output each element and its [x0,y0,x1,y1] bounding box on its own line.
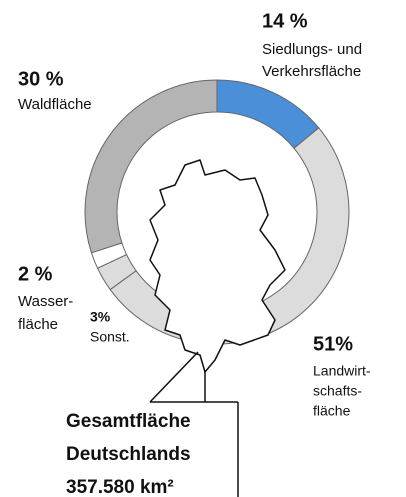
category-label: Sonst. [90,329,130,345]
leader-lines [149,351,239,497]
labels: 14 % Siedlungs- und Verkehrsfläche 51% Landw… [18,10,371,497]
donut [84,79,350,345]
donut-segment [109,127,350,345]
category-label: fläche [313,403,351,419]
value-label: 2 % [18,263,53,285]
category-label: Waldfläche [18,96,92,113]
value-label: 14 % [262,10,308,32]
total-note: Gesamtfläche [66,411,191,432]
total-note: 357.580 km² [66,477,174,497]
total-note: Deutschlands [66,444,191,465]
category-label: Siedlungs- und [262,41,362,58]
donut-segment [84,79,218,254]
germany-map [149,159,286,373]
category-label: Landwirt- [313,363,371,379]
category-label: Verkehrsfläche [262,63,361,80]
category-label: Wasser- [18,293,73,310]
value-label: 51% [313,333,353,355]
value-label: 3% [90,309,111,325]
category-label: fläche [18,316,58,333]
donut-segment [216,79,320,149]
category-label: schafts- [313,383,362,399]
value-label: 30 % [18,68,64,90]
